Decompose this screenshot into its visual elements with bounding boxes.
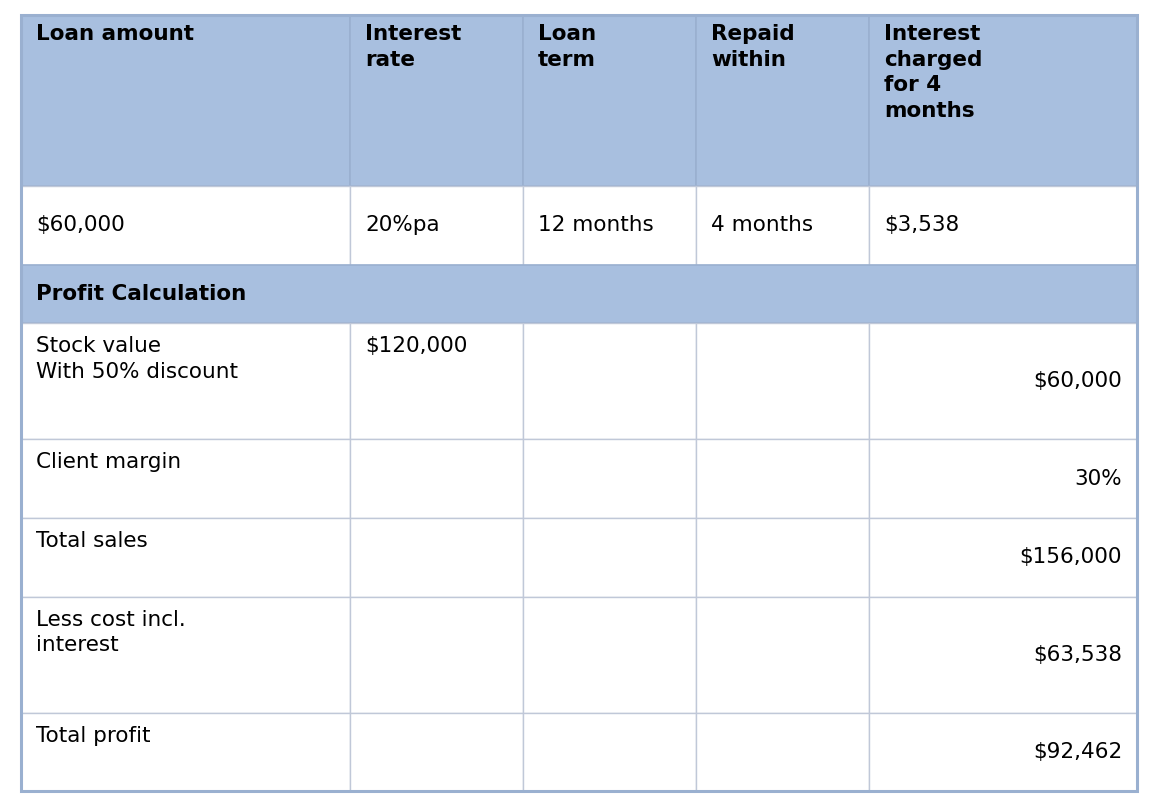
Bar: [870, 596, 1137, 713]
Text: $60,000: $60,000: [1033, 372, 1122, 391]
Bar: [350, 518, 523, 596]
Text: Stock value
With 50% discount: Stock value With 50% discount: [36, 336, 237, 382]
Text: $3,538: $3,538: [885, 215, 960, 235]
Bar: [870, 15, 1137, 186]
Bar: [870, 439, 1137, 518]
Text: 20%pa: 20%pa: [365, 215, 440, 235]
Bar: [696, 596, 870, 713]
Text: $120,000: $120,000: [365, 336, 468, 356]
Text: $60,000: $60,000: [36, 215, 125, 235]
Text: Total profit: Total profit: [36, 725, 151, 746]
Bar: [523, 323, 696, 439]
Text: Repaid
within: Repaid within: [711, 24, 794, 70]
Text: $92,462: $92,462: [1033, 742, 1122, 762]
Text: 30%: 30%: [1075, 468, 1122, 488]
Text: Interest
charged
for 4
months: Interest charged for 4 months: [885, 24, 983, 121]
Bar: [696, 323, 870, 439]
Bar: [350, 323, 523, 439]
Bar: [696, 439, 870, 518]
Bar: [21, 596, 350, 713]
Bar: [350, 596, 523, 713]
Bar: [350, 439, 523, 518]
Bar: [870, 323, 1137, 439]
Bar: [696, 713, 870, 791]
Bar: [523, 713, 696, 791]
Bar: [350, 713, 523, 791]
Bar: [523, 596, 696, 713]
Text: Loan
term: Loan term: [538, 24, 596, 70]
Text: Interest
rate: Interest rate: [365, 24, 462, 70]
Text: $156,000: $156,000: [1019, 547, 1122, 567]
Bar: [870, 518, 1137, 596]
Bar: [21, 265, 1137, 323]
Bar: [523, 186, 696, 265]
Bar: [696, 186, 870, 265]
Text: Client margin: Client margin: [36, 452, 181, 472]
Bar: [21, 518, 350, 596]
Text: 12 months: 12 months: [538, 215, 654, 235]
Bar: [523, 518, 696, 596]
Bar: [350, 15, 523, 186]
Bar: [870, 713, 1137, 791]
Text: Loan amount: Loan amount: [36, 24, 193, 44]
Bar: [523, 439, 696, 518]
Text: Total sales: Total sales: [36, 531, 148, 550]
Bar: [21, 713, 350, 791]
Text: 4 months: 4 months: [711, 215, 813, 235]
Bar: [350, 186, 523, 265]
Bar: [523, 15, 696, 186]
Text: $63,538: $63,538: [1033, 645, 1122, 665]
Bar: [696, 518, 870, 596]
Bar: [21, 186, 350, 265]
Bar: [21, 323, 350, 439]
Bar: [696, 15, 870, 186]
Bar: [21, 15, 350, 186]
Text: Profit Calculation: Profit Calculation: [36, 284, 247, 304]
Text: Less cost incl.
interest: Less cost incl. interest: [36, 609, 185, 655]
Bar: [870, 186, 1137, 265]
Bar: [21, 439, 350, 518]
